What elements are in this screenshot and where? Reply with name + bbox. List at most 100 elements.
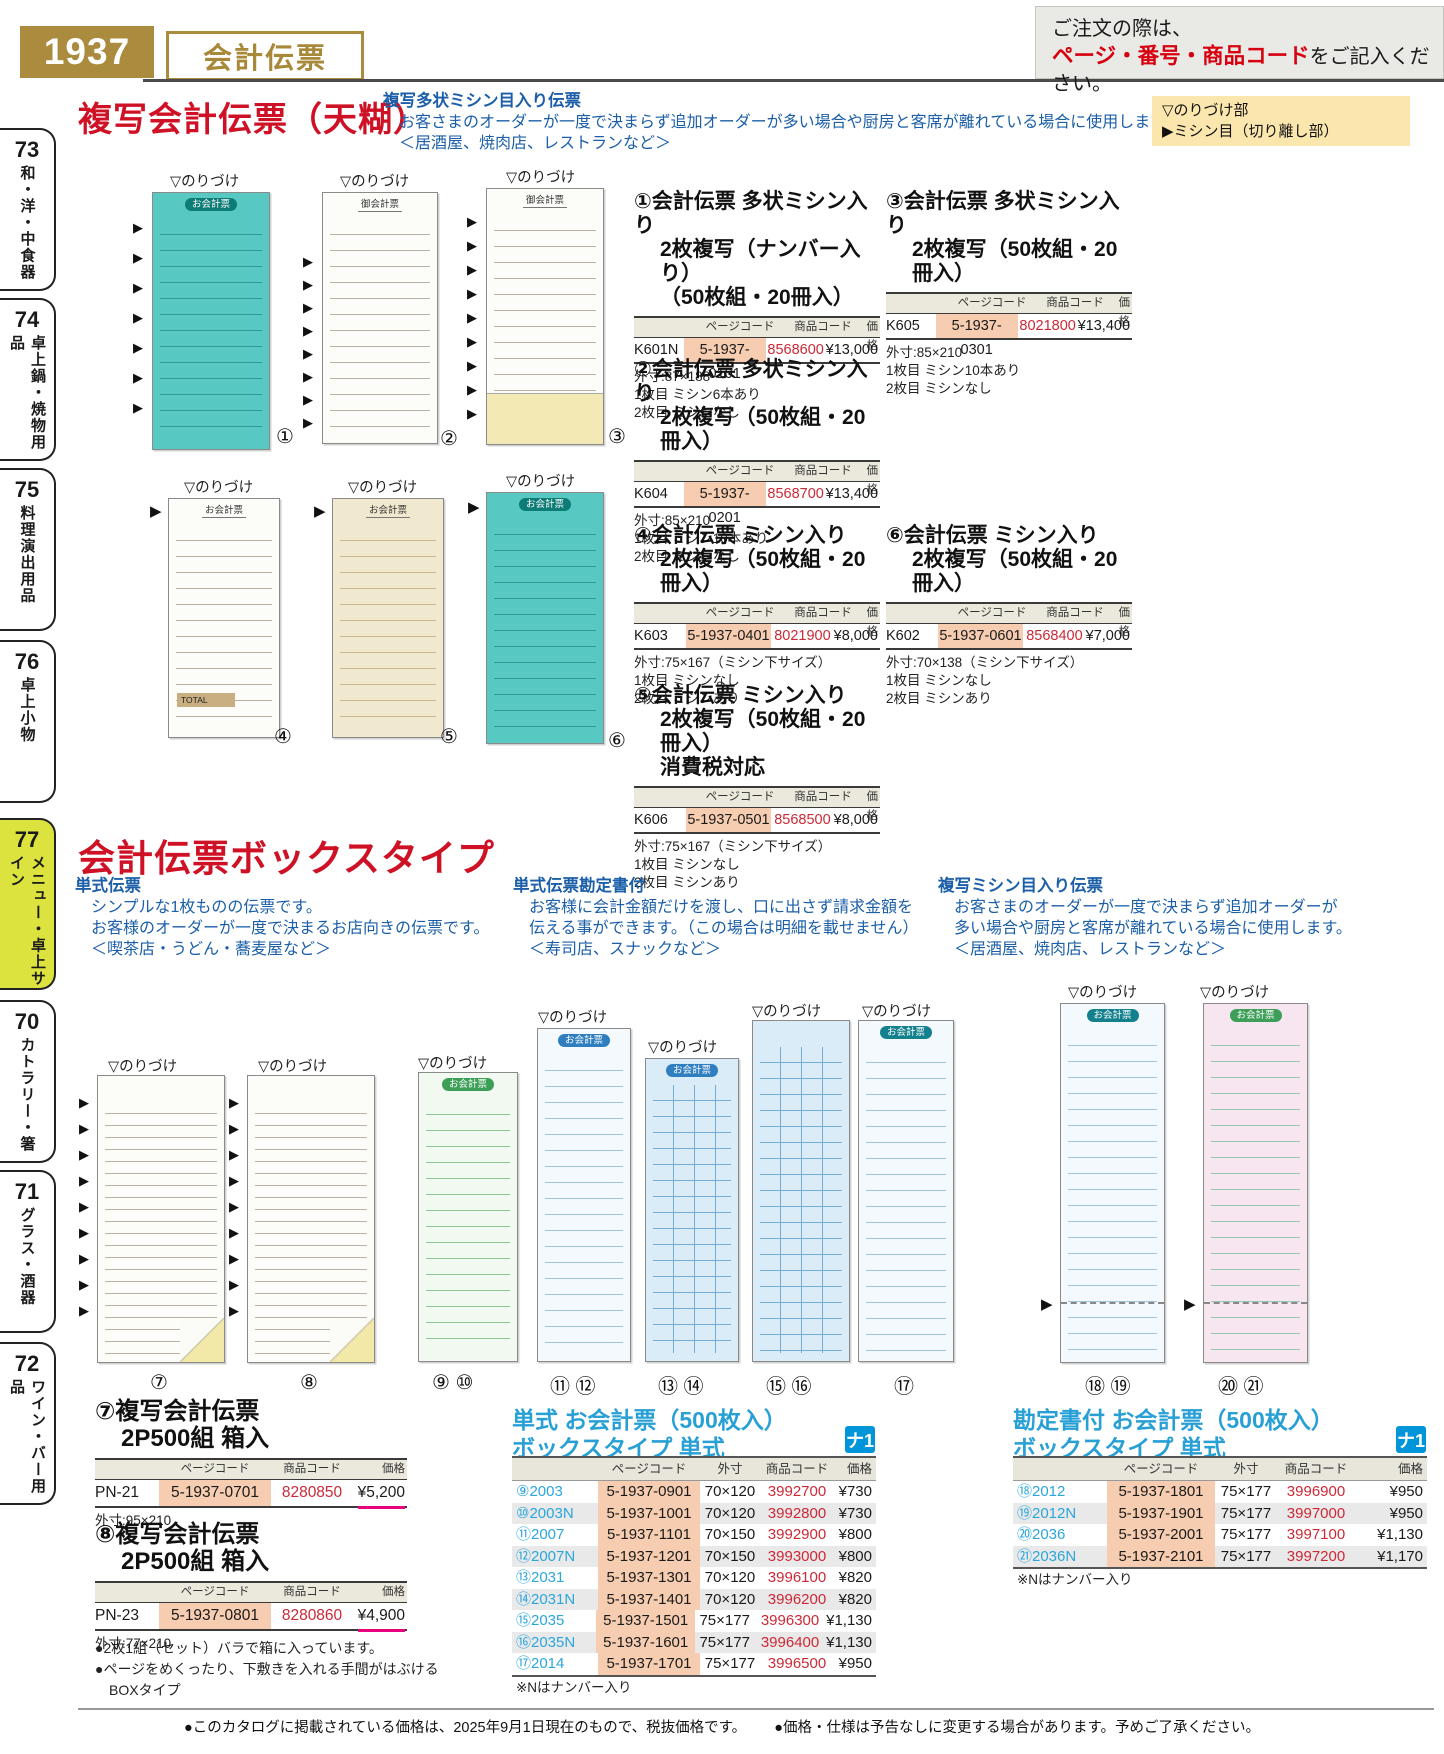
product-name: 複写会計伝票 bbox=[115, 1521, 260, 1548]
perforation-markers: ▶ ▶ ▶ ▶ ▶ ▶ ▶ ▶ bbox=[303, 254, 313, 430]
desc-line: シンプルな1枚ものの伝票です。 bbox=[91, 899, 322, 916]
product-specs: 外寸:70×138（ミシン下サイズ） 1枚目 ミシンなし 2枚目 ミシンあり bbox=[886, 654, 1132, 708]
col-price: 価格 bbox=[866, 321, 879, 352]
desc-title: 単式伝票勘定書付 bbox=[513, 877, 645, 895]
model-code: K601N bbox=[634, 342, 679, 358]
tab-number: 74 bbox=[14, 307, 40, 332]
catalog-badge: ナ1 bbox=[1396, 1426, 1426, 1453]
col-item-code: 商品コード bbox=[1046, 607, 1104, 619]
item-code: 3997100 bbox=[1286, 1526, 1346, 1543]
product-title: ③会計伝票 多状ミシン入り 2枚複写（50枚組・20冊入） bbox=[886, 190, 1132, 286]
table-row: ⑮2035 5-1937-1501 75×177 3996300 ¥1,130 bbox=[512, 1610, 876, 1632]
glue-label: ▽のりづけ bbox=[1068, 985, 1138, 1001]
model: ⑱2012 bbox=[1017, 1483, 1066, 1500]
slip-image-11-12: お会計票 bbox=[537, 1028, 631, 1362]
product-name: 会計伝票 ミシン入り bbox=[651, 684, 847, 707]
model: ⑭2031N bbox=[516, 1590, 576, 1608]
table-row: K605 5-1937-0301 8021800 ¥13,400 bbox=[886, 314, 1132, 358]
perforation-line bbox=[1061, 1302, 1164, 1304]
page-code: 5-1937-0101 bbox=[683, 338, 766, 382]
slip-ruled-lines bbox=[426, 1099, 510, 1353]
glue-label: ▽のりづけ bbox=[648, 1040, 718, 1056]
model: ⑲2012N bbox=[1017, 1504, 1077, 1522]
price: ¥820 bbox=[838, 1590, 872, 1608]
spec-size: 外寸:95×210 bbox=[95, 1513, 172, 1528]
table-title-line1: 勘定書付 お会計票（500枚入） bbox=[1013, 1407, 1334, 1433]
slip-ruled-lines bbox=[340, 525, 436, 729]
slip-image-5: お会計票 bbox=[332, 498, 444, 738]
kanjo-table-title: 勘定書付 お会計票（500枚入） ボックスタイプ 単式 bbox=[1013, 1406, 1334, 1462]
product-name-line2: 2枚複写（50枚組・20冊入） bbox=[660, 708, 866, 755]
glue-label: ▽のりづけ bbox=[340, 174, 410, 190]
tab-number: 73 bbox=[14, 137, 40, 162]
page-number: 1937 bbox=[20, 26, 154, 78]
figure-caption: ⑥ bbox=[608, 730, 626, 752]
perforation-marker: ▶ bbox=[1041, 1296, 1053, 1313]
page-code: 5-1937-2101 bbox=[1107, 1545, 1215, 1567]
price: ¥13,400 bbox=[1077, 318, 1131, 334]
footer-note-change: ●価格・仕様は予告なしに変更する場合があります。予めご了承ください。 bbox=[774, 1720, 1260, 1736]
slip-title: 御会計票 bbox=[357, 198, 403, 212]
table-row: ⑬2031 5-1937-1301 70×120 3996100 ¥820 bbox=[512, 1567, 876, 1589]
figure-caption: ① bbox=[276, 426, 294, 448]
col-page-code: ページコード bbox=[180, 1463, 250, 1475]
slip-image-7 bbox=[97, 1075, 225, 1363]
slip-image-17: お会計票 bbox=[858, 1020, 954, 1362]
page-code: 5-1937-1401 bbox=[598, 1588, 700, 1610]
tanshiki-table-title: 単式 お会計票（500枚入） ボックスタイプ 単式 bbox=[512, 1406, 787, 1462]
slip-image-3: 御会計票 bbox=[486, 188, 604, 445]
price: ¥730 bbox=[838, 1483, 872, 1500]
sidebar-item-74: 74 卓上鍋・焼物用品 bbox=[0, 298, 56, 461]
price: ¥950 bbox=[1389, 1504, 1423, 1522]
tab-number: 77 bbox=[14, 827, 40, 852]
price: ¥950 bbox=[838, 1655, 872, 1672]
col-price: 価格 bbox=[1118, 297, 1131, 328]
model-code: K604 bbox=[634, 486, 668, 502]
page-code: 5-1937-0501 bbox=[685, 808, 772, 832]
table-row: ⑲2012N 5-1937-1901 75×177 3997000 ¥950 bbox=[1013, 1502, 1427, 1524]
col-price: 価格 bbox=[866, 791, 879, 822]
glue-label: ▽のりづけ bbox=[348, 480, 418, 496]
desc-body: お客さまのオーダーが一度で決まらず追加オーダーが多い場合や厨房と客席が離れている… bbox=[399, 114, 1181, 131]
product-specs: 外寸:85×210 1枚目 ミシン10本あり 2枚目 ミシンなし bbox=[886, 344, 1132, 398]
tab-label: 料理演出用品 bbox=[18, 505, 36, 604]
spec-size: 外寸:70×138（ミシン下サイズ） bbox=[886, 655, 1084, 670]
price: ¥800 bbox=[838, 1547, 872, 1565]
desc-title: 複写ミシン目入り伝票 bbox=[938, 877, 1103, 895]
col-price: 価格 bbox=[382, 1463, 405, 1475]
spec-sheet2: 2枚目 ミシンあり bbox=[634, 875, 740, 890]
sidebar-item-73: 73 和・洋・中食器 bbox=[0, 128, 56, 291]
order-note-line2: ページ・番号・商品コードをご記入ください。 bbox=[1052, 43, 1443, 98]
slip-title: お会計票 bbox=[1229, 1009, 1282, 1022]
col-page-code: ページコード bbox=[705, 321, 775, 333]
tab-label: カトラリー・箸 bbox=[18, 1037, 36, 1153]
item-code: 8021900 bbox=[774, 628, 831, 644]
product-name: 会計伝票 ミシン入り bbox=[651, 524, 847, 547]
table-row: ⑰2014 5-1937-1701 75×177 3996500 ¥950 bbox=[512, 1653, 876, 1675]
table-row: PN-21 5-1937-0701 8280850 ¥5,200 bbox=[95, 1480, 407, 1509]
tanshiki-table: ページコード 外寸 商品コード 価格 ⑨2003 5-1937-0901 70×120 39… bbox=[512, 1456, 876, 1677]
glue-label: ▽のりづけ bbox=[184, 480, 254, 496]
tab-number: 71 bbox=[14, 1179, 40, 1204]
price: ¥13,000 bbox=[825, 342, 879, 358]
slip-image-4: お会計票 TOTAL bbox=[168, 498, 280, 738]
footer-notes: ●このカタログに掲載されている価格は、2025年9月1日現在のもので、税抜価格で… bbox=[0, 1716, 1444, 1737]
glue-label: ▽のりづけ bbox=[258, 1059, 328, 1075]
figure-caption: ⑦ bbox=[150, 1372, 168, 1394]
section1-title: 複写会計伝票（天糊） bbox=[78, 101, 428, 139]
figure-caption: ④ bbox=[274, 726, 292, 748]
table-title-line1: 単式 お会計票（500枚入） bbox=[512, 1407, 787, 1433]
page-code: 5-1937-1801 bbox=[1107, 1481, 1215, 1503]
price: ¥800 bbox=[838, 1526, 872, 1543]
product-number: ⑧ bbox=[95, 1521, 116, 1548]
tab-number: 75 bbox=[14, 477, 40, 502]
perforation-markers: ▶ ▶ ▶ ▶ ▶ ▶ ▶ ▶ ▶ bbox=[79, 1095, 89, 1318]
slip-image-6: お会計票 bbox=[486, 492, 604, 744]
item-code: 3997200 bbox=[1286, 1547, 1346, 1565]
item-code: 3996100 bbox=[767, 1569, 827, 1586]
col-size: 外寸 bbox=[1233, 1462, 1259, 1476]
product-specs: 外寸:75×167（ミシン下サイズ） 1枚目 ミシンなし 2枚目 ミシンあり bbox=[634, 654, 880, 708]
spec-size: 外寸:77×210 bbox=[95, 1636, 172, 1651]
slip-title: お会計票 bbox=[184, 198, 238, 211]
desc-kanjogaki: 単式伝票勘定書付 お客様に会計金額だけを渡し、口に出さず請求金額を 伝える事がで… bbox=[513, 876, 918, 960]
